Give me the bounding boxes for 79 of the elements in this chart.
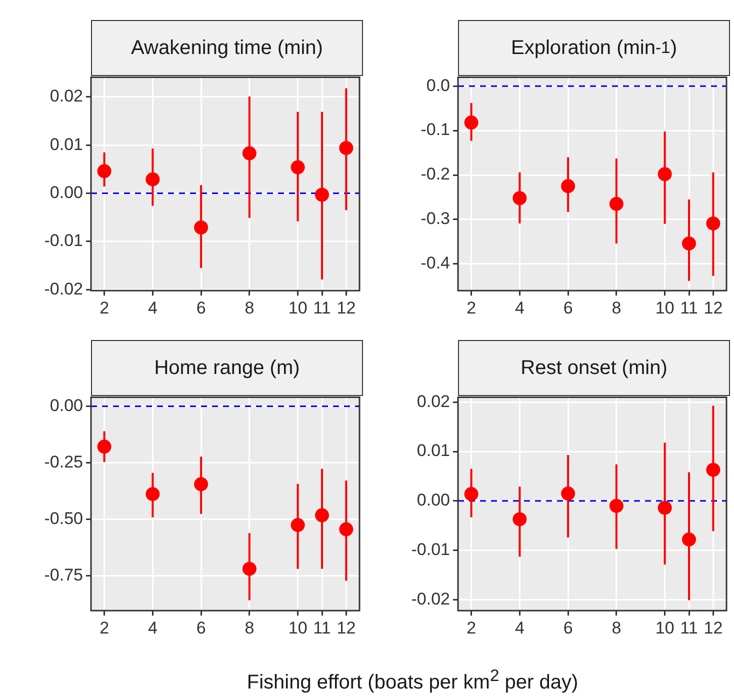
x-tick-label: 8: [612, 618, 622, 638]
x-tick-label: 6: [196, 618, 206, 638]
x-tick-label: 10: [288, 298, 308, 318]
y-tick-label: -0.01: [44, 231, 83, 250]
x-tick-label: 11: [313, 618, 331, 638]
x-axis-title: Fishing effort (boats per km$^{2}$ per day): [246, 666, 580, 695]
point: [146, 487, 160, 502]
point: [682, 532, 696, 546]
y-tick-label: -0.50: [44, 508, 83, 528]
x-tick-label: 2: [100, 618, 110, 638]
point: [242, 562, 256, 576]
y-tick-label: -0.01: [411, 540, 450, 560]
x-tick-label: 12: [336, 618, 356, 638]
point: [706, 462, 720, 477]
point: [194, 220, 208, 234]
x-tick-label: 4: [514, 298, 524, 318]
y-tick-label: -0.25: [44, 452, 83, 472]
point: [290, 518, 305, 532]
x-tick-label: 2: [466, 298, 476, 318]
x-tick-label: 8: [244, 298, 254, 318]
y-tick-label: -0.2: [420, 164, 450, 184]
point: [658, 500, 672, 515]
y-tick-label: 0.01: [50, 134, 83, 154]
y-tick-label: 0.00: [50, 396, 83, 415]
x-tick-label: 4: [148, 618, 158, 638]
point: [464, 116, 478, 130]
point: [658, 167, 672, 182]
point: [561, 179, 576, 194]
y-tick-label: 0.00: [50, 182, 83, 202]
point: [464, 487, 478, 502]
point: [682, 236, 696, 250]
point: [146, 172, 160, 186]
y-tick-label: -0.02: [411, 589, 450, 608]
x-tick-label: 4: [148, 298, 158, 318]
point: [97, 440, 112, 454]
x-tick-label: 11: [680, 618, 698, 638]
point: [706, 216, 720, 230]
x-tick-label: 12: [336, 298, 356, 318]
point: [315, 188, 330, 202]
x-tick-label: 2: [100, 298, 110, 318]
point: [609, 196, 624, 211]
point: [290, 160, 305, 174]
x-tick-label: 6: [563, 298, 573, 318]
y-tick-label: 0.02: [416, 392, 450, 411]
y-tick-label: -0.4: [420, 254, 450, 273]
x-tick-label: 12: [704, 298, 723, 318]
point: [512, 191, 527, 206]
y-tick-label: -0.02: [44, 279, 83, 298]
x-tick-label: 8: [244, 618, 254, 638]
x-tick-label: 6: [196, 298, 206, 318]
y-tick-label: 0.00: [416, 490, 450, 510]
x-tick-label: 10: [288, 618, 308, 638]
y-tick-label: -0.1: [420, 120, 450, 140]
x-tick-label: 11: [313, 298, 331, 318]
x-tick-label: 10: [655, 298, 674, 318]
x-tick-label: 2: [466, 618, 476, 638]
chart-title: Awakening time (min): [91, 20, 363, 76]
point: [194, 477, 208, 492]
point: [561, 486, 576, 501]
y-tick-label: 0.02: [50, 86, 83, 106]
point: [512, 512, 527, 526]
point: [339, 141, 354, 156]
x-tick-label: 10: [655, 618, 674, 638]
y-tick-label: -0.75: [44, 565, 83, 584]
x-tick-label: 12: [704, 618, 723, 638]
point: [609, 498, 624, 513]
x-tick-label: 4: [514, 618, 524, 638]
y-tick-label: -0.3: [420, 209, 450, 228]
x-tick-label: 11: [680, 298, 698, 318]
chart-title: Rest onset (min): [458, 340, 730, 396]
point: [339, 522, 354, 536]
x-tick-label: 8: [612, 298, 622, 318]
point: [315, 508, 330, 522]
chart-title: Home range (m): [91, 340, 363, 396]
point: [242, 146, 256, 160]
x-tick-label: 6: [563, 618, 573, 638]
y-tick-label: 0.0: [426, 76, 450, 95]
point: [97, 164, 112, 178]
y-tick-label: 0.01: [416, 441, 450, 460]
